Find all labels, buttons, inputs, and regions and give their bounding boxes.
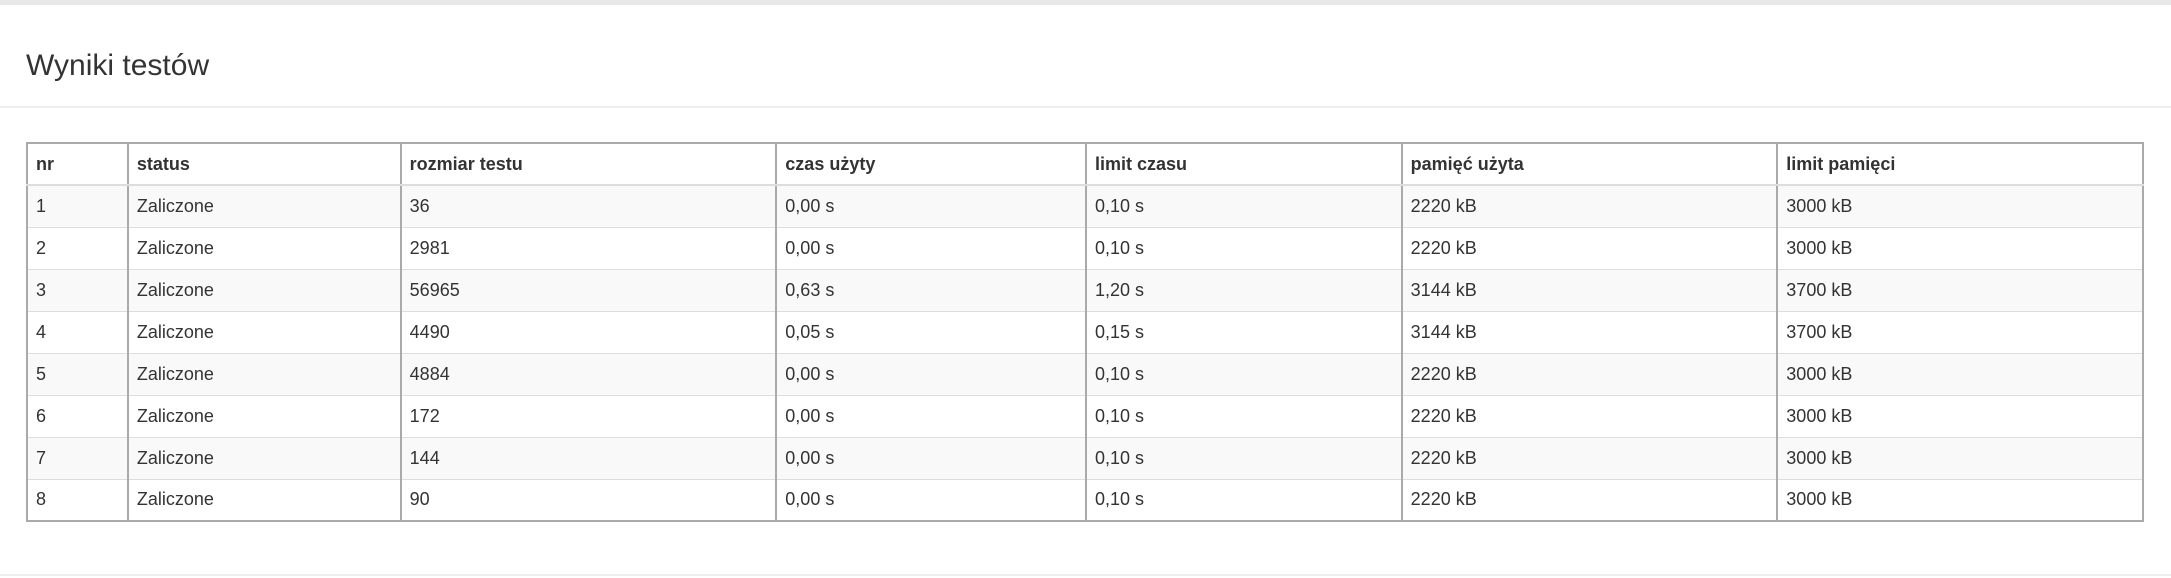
cell-status: Zaliczone <box>126 436 402 480</box>
cell-test-size: 2981 <box>399 226 777 270</box>
cell-test-size: 144 <box>399 436 777 480</box>
cell-time-used: 0,00 s <box>775 436 1087 480</box>
cell-time-limit: 0,10 s <box>1084 226 1403 270</box>
cell-memory-used: 2220 kB <box>1400 478 1778 522</box>
cell-time-limit: 0,10 s <box>1084 184 1403 228</box>
table-row: 4 Zaliczone 4490 0,05 s 0,15 s 3144 kB 3700 kB <box>26 310 2144 354</box>
cell-nr: 5 <box>26 352 129 396</box>
cell-nr: 8 <box>26 478 129 522</box>
cell-memory-limit: 3000 kB <box>1776 184 2144 228</box>
cell-memory-limit: 3000 kB <box>1776 226 2144 270</box>
cell-status: Zaliczone <box>126 478 402 522</box>
column-header-status: status <box>126 142 402 186</box>
test-results-table: nr status rozmiar testu czas użyty limit… <box>26 142 2144 522</box>
table-row: 3 Zaliczone 56965 0,63 s 1,20 s 3144 kB 3700 k… <box>26 268 2144 312</box>
cell-status: Zaliczone <box>126 184 402 228</box>
cell-time-used: 0,00 s <box>775 478 1087 522</box>
column-header-time-used: czas użyty <box>775 142 1087 186</box>
cell-time-used: 0,63 s <box>775 268 1087 312</box>
column-header-time-limit: limit czasu <box>1084 142 1403 186</box>
cell-nr: 6 <box>26 394 129 438</box>
cell-memory-limit: 3700 kB <box>1776 310 2144 354</box>
cell-memory-used: 2220 kB <box>1400 394 1778 438</box>
cell-test-size: 56965 <box>399 268 777 312</box>
cell-test-size: 4490 <box>399 310 777 354</box>
cell-memory-used: 2220 kB <box>1400 226 1778 270</box>
table-row: 1 Zaliczone 36 0,00 s 0,10 s 2220 kB 3000 kB <box>26 184 2144 228</box>
cell-time-limit: 0,10 s <box>1084 394 1403 438</box>
cell-memory-limit: 3000 kB <box>1776 352 2144 396</box>
top-divider <box>0 0 2171 5</box>
cell-nr: 3 <box>26 268 129 312</box>
panel-heading: Wyniki testów <box>0 5 2171 108</box>
column-header-memory-limit: limit pamięci <box>1776 142 2144 186</box>
cell-status: Zaliczone <box>126 352 402 396</box>
cell-test-size: 90 <box>399 478 777 522</box>
cell-test-size: 4884 <box>399 352 777 396</box>
cell-nr: 4 <box>26 310 129 354</box>
cell-memory-limit: 3000 kB <box>1776 436 2144 480</box>
cell-status: Zaliczone <box>126 310 402 354</box>
cell-time-limit: 1,20 s <box>1084 268 1403 312</box>
column-header-test-size: rozmiar testu <box>399 142 777 186</box>
cell-memory-used: 2220 kB <box>1400 184 1778 228</box>
cell-nr: 2 <box>26 226 129 270</box>
table-header-row: nr status rozmiar testu czas użyty limit… <box>26 142 2144 186</box>
cell-test-size: 36 <box>399 184 777 228</box>
cell-status: Zaliczone <box>126 226 402 270</box>
cell-memory-limit: 3700 kB <box>1776 268 2144 312</box>
cell-status: Zaliczone <box>126 268 402 312</box>
cell-memory-used: 2220 kB <box>1400 352 1778 396</box>
cell-time-limit: 0,15 s <box>1084 310 1403 354</box>
table-row: 5 Zaliczone 4884 0,00 s 0,10 s 2220 kB 3000 kB <box>26 352 2144 396</box>
cell-nr: 1 <box>26 184 129 228</box>
cell-nr: 7 <box>26 436 129 480</box>
cell-status: Zaliczone <box>126 394 402 438</box>
cell-memory-limit: 3000 kB <box>1776 394 2144 438</box>
cell-time-limit: 0,10 s <box>1084 478 1403 522</box>
cell-time-limit: 0,10 s <box>1084 352 1403 396</box>
table-row: 8 Zaliczone 90 0,00 s 0,10 s 2220 kB 3000 kB <box>26 478 2144 522</box>
table-body: 1 Zaliczone 36 0,00 s 0,10 s 2220 kB 3000 kB 2 Z… <box>26 184 2144 522</box>
bottom-divider <box>0 574 2171 576</box>
column-header-memory-used: pamięć użyta <box>1400 142 1778 186</box>
table-row: 7 Zaliczone 144 0,00 s 0,10 s 2220 kB 3000 kB <box>26 436 2144 480</box>
cell-test-size: 172 <box>399 394 777 438</box>
cell-memory-used: 3144 kB <box>1400 268 1778 312</box>
cell-time-used: 0,00 s <box>775 352 1087 396</box>
cell-memory-used: 3144 kB <box>1400 310 1778 354</box>
table-row: 2 Zaliczone 2981 0,00 s 0,10 s 2220 kB 3000 kB <box>26 226 2144 270</box>
cell-time-used: 0,05 s <box>775 310 1087 354</box>
cell-memory-limit: 3000 kB <box>1776 478 2144 522</box>
cell-time-limit: 0,10 s <box>1084 436 1403 480</box>
column-header-nr: nr <box>26 142 129 186</box>
cell-time-used: 0,00 s <box>775 394 1087 438</box>
cell-memory-used: 2220 kB <box>1400 436 1778 480</box>
cell-time-used: 0,00 s <box>775 184 1087 228</box>
cell-time-used: 0,00 s <box>775 226 1087 270</box>
page-title: Wyniki testów <box>26 49 210 82</box>
table-row: 6 Zaliczone 172 0,00 s 0,10 s 2220 kB 3000 kB <box>26 394 2144 438</box>
